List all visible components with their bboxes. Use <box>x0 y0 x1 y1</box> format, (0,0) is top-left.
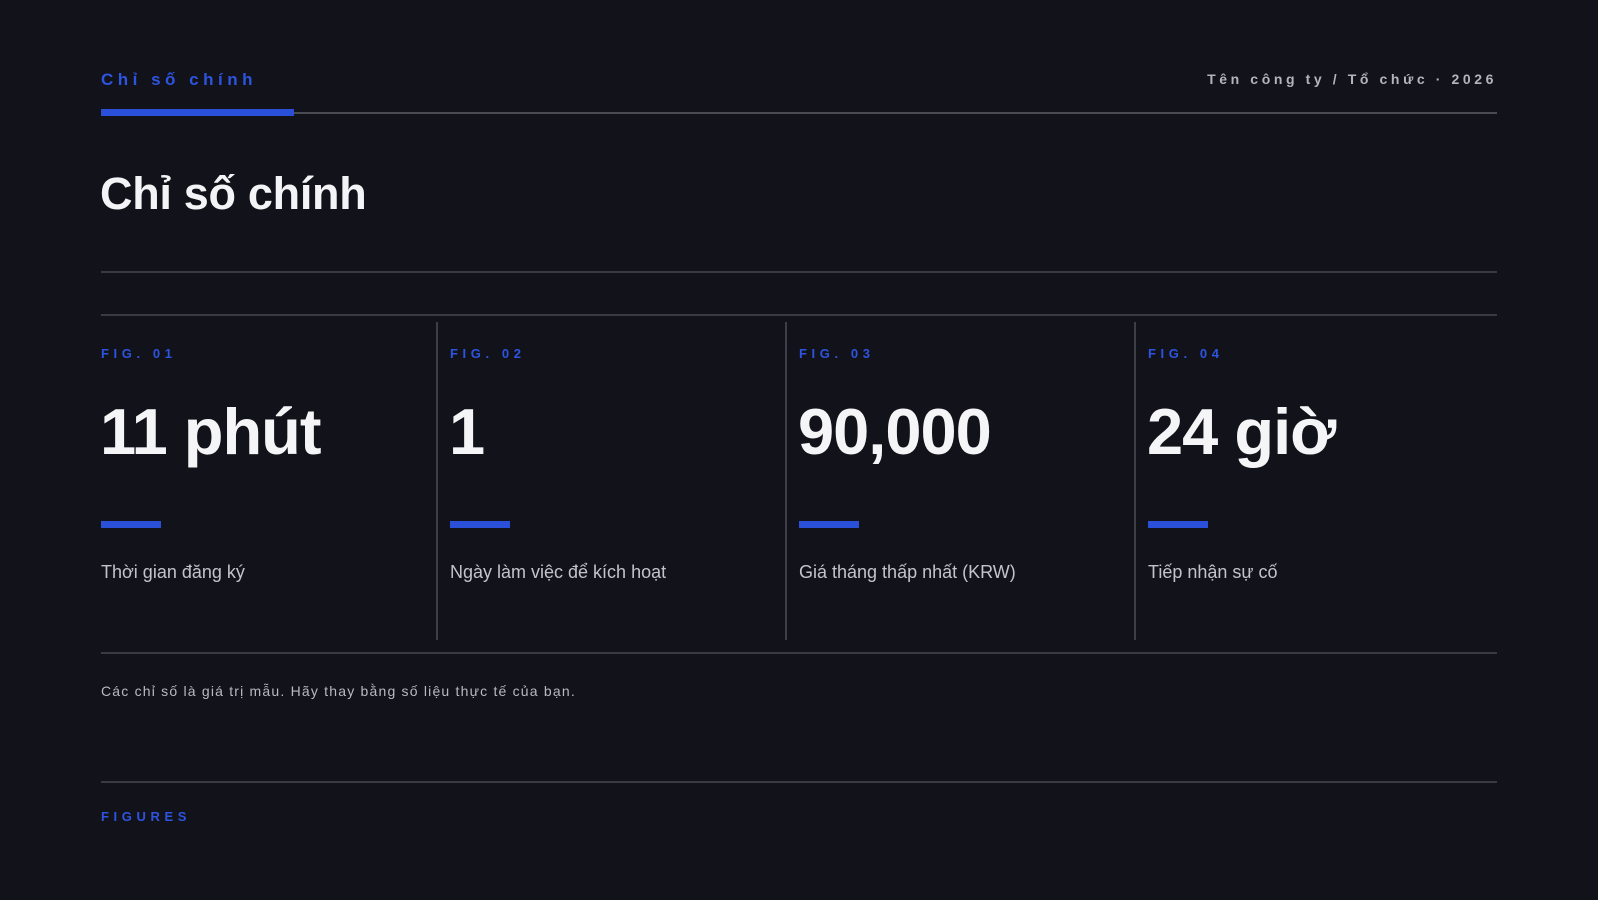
metric-fig-label: FIG. 03 <box>799 346 875 361</box>
metric-caption: Giá tháng thấp nhất (KRW) <box>799 562 1016 582</box>
metric-divider <box>436 322 438 640</box>
footnote: Các chỉ số là giá trị mẫu. Hãy thay bằng… <box>101 683 576 699</box>
metric-value: 24 giờ <box>1147 395 1336 468</box>
organization-label: Tên công ty / Tổ chức · 2026 <box>1207 71 1497 87</box>
footer-divider <box>101 781 1497 783</box>
metric-caption: Ngày làm việc để kích hoạt <box>450 562 667 582</box>
metric-card-4: FIG. 04 24 giờ Tiếp nhận sự cố <box>1147 322 1497 640</box>
metric-card-3: FIG. 03 90,000 Giá tháng thấp nhất (KRW) <box>798 322 1135 640</box>
metrics-bottom-divider <box>101 652 1497 654</box>
page-title: Chỉ số chính <box>100 168 367 219</box>
metric-accent-bar <box>101 521 161 528</box>
metric-card-2: FIG. 02 1 Ngày làm việc để kích hoạt <box>449 322 786 640</box>
metric-fig-label: FIG. 02 <box>450 346 526 361</box>
header-rule <box>101 112 1497 114</box>
metric-fig-label: FIG. 01 <box>101 346 177 361</box>
metric-card-1: FIG. 01 11 phút Thời gian đăng ký <box>100 322 437 640</box>
metric-accent-bar <box>1148 521 1208 528</box>
footer-label: FIGURES <box>101 809 191 824</box>
metric-caption: Thời gian đăng ký <box>101 562 245 582</box>
metric-fig-label: FIG. 04 <box>1148 346 1224 361</box>
metric-accent-bar <box>799 521 859 528</box>
title-divider <box>101 271 1497 273</box>
metric-value: 11 phút <box>100 395 322 468</box>
metric-divider <box>1134 322 1136 640</box>
header-rule-accent <box>101 109 294 116</box>
metrics-grid: FIG. 01 11 phút Thời gian đăng ký FIG. 0… <box>100 322 1497 640</box>
metric-value: 1 <box>449 395 485 468</box>
section-label: Chỉ số chính <box>101 70 257 89</box>
metrics-top-divider <box>101 314 1497 316</box>
metric-divider <box>785 322 787 640</box>
metric-accent-bar <box>450 521 510 528</box>
metric-caption: Tiếp nhận sự cố <box>1148 562 1278 582</box>
metric-value: 90,000 <box>798 395 992 468</box>
